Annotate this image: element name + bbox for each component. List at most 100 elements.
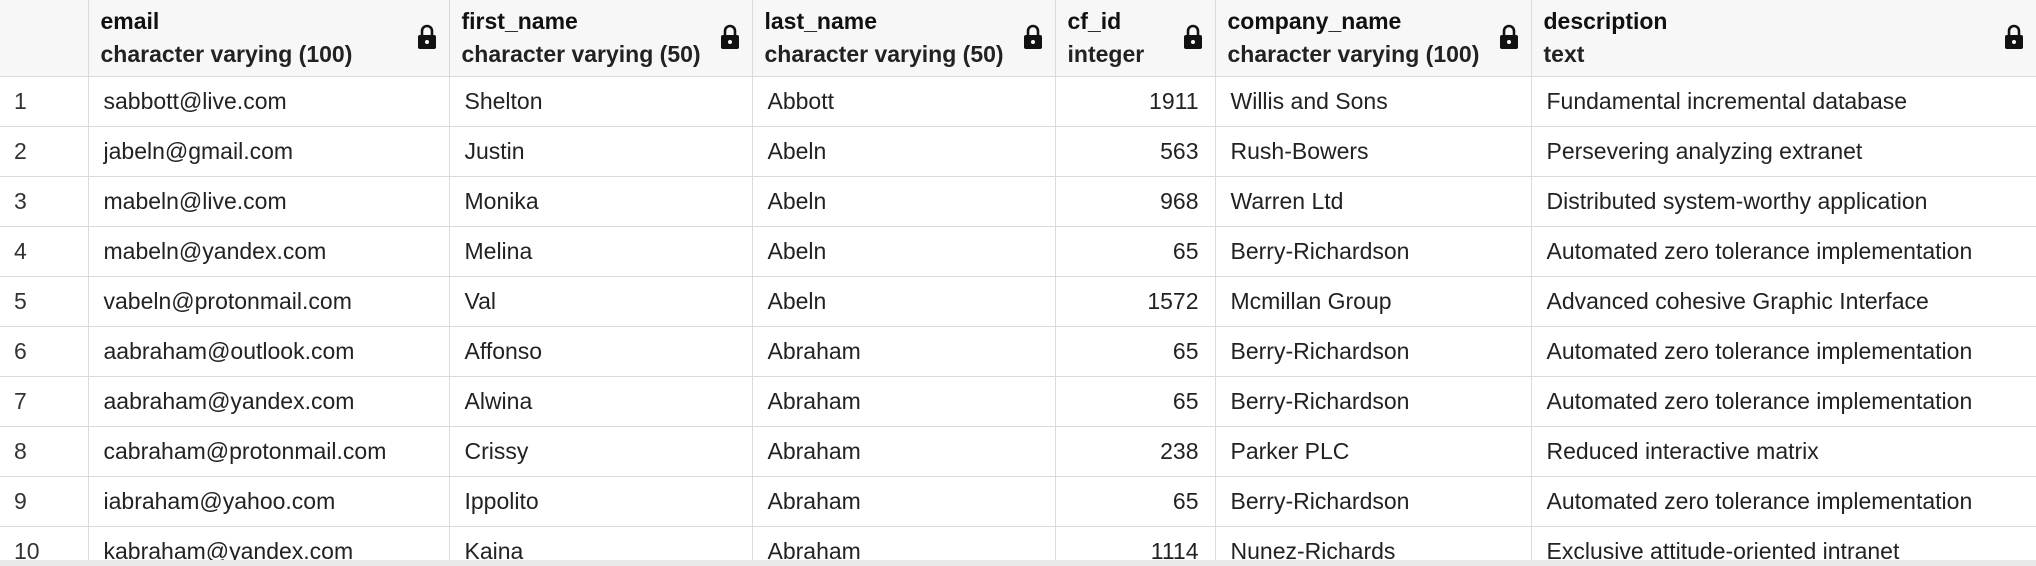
cell-description[interactable]: Distributed system-worthy application [1530,176,2036,227]
column-type: text [1543,41,1585,67]
cell-email[interactable]: kabraham@yandex.com [87,526,450,560]
row-number: 9 [0,476,89,527]
cell-email[interactable]: mabeln@yandex.com [87,226,450,277]
row-number: 2 [0,126,89,177]
column-type: character varying (50) [461,41,701,67]
cell-first-name[interactable]: Monika [448,176,753,227]
cell-email[interactable]: aabraham@outlook.com [87,326,450,377]
cell-first-name[interactable]: Alwina [448,376,753,427]
cell-first-name[interactable]: Val [448,276,753,327]
row-number: 5 [0,276,89,327]
table-body: 1 sabbott@live.com Shelton Abbott 1911 Willis… [0,76,2036,560]
lock-icon [1183,24,1202,49]
cell-description[interactable]: Reduced interactive matrix [1530,426,2036,477]
lock-icon [1023,24,1042,49]
lock-icon [417,24,436,49]
cell-cf-id[interactable]: 65 [1054,226,1216,277]
cell-company-name[interactable]: Nunez-Richards [1214,526,1532,560]
column-name: last_name [764,8,878,34]
cell-company-name[interactable]: Warren Ltd [1214,176,1532,227]
cell-cf-id[interactable]: 65 [1054,326,1216,377]
cell-company-name[interactable]: Rush-Bowers [1214,126,1532,177]
cell-company-name[interactable]: Parker PLC [1214,426,1532,477]
cell-email[interactable]: iabraham@yahoo.com [87,476,450,527]
cell-cf-id[interactable]: 1911 [1054,76,1216,127]
table-row[interactable]: 2 jabeln@gmail.com Justin Abeln 563 Rush-Bowe… [0,126,2036,177]
column-header-company-name[interactable]: company_name character varying (100) [1214,0,1532,77]
row-number: 3 [0,176,89,227]
table-row[interactable]: 9 iabraham@yahoo.com Ippolito Abraham 65 Berr… [0,476,2036,527]
cell-last-name[interactable]: Abeln [751,226,1056,277]
cell-last-name[interactable]: Abraham [751,326,1056,377]
cell-description[interactable]: Automated zero tolerance implementation [1530,326,2036,377]
column-header-last-name[interactable]: last_name character varying (50) [751,0,1056,77]
cell-description[interactable]: Exclusive attitude-oriented intranet [1530,526,2036,560]
cell-company-name[interactable]: Berry-Richardson [1214,326,1532,377]
cell-company-name[interactable]: Berry-Richardson [1214,226,1532,277]
table-row[interactable]: 1 sabbott@live.com Shelton Abbott 1911 Willis… [0,76,2036,127]
column-header-first-name[interactable]: first_name character varying (50) [448,0,753,77]
cell-last-name[interactable]: Abeln [751,126,1056,177]
lock-icon [720,24,739,49]
cell-cf-id[interactable]: 563 [1054,126,1216,177]
cell-email[interactable]: vabeln@protonmail.com [87,276,450,327]
cell-description[interactable]: Persevering analyzing extranet [1530,126,2036,177]
table-row[interactable]: 4 mabeln@yandex.com Melina Abeln 65 Berry-Ric… [0,226,2036,277]
cell-first-name[interactable]: Kaina [448,526,753,560]
column-name: description [1543,8,1668,34]
table-row[interactable]: 7 aabraham@yandex.com Alwina Abraham 65 Berry… [0,376,2036,427]
cell-company-name[interactable]: Berry-Richardson [1214,376,1532,427]
table-row[interactable]: 3 mabeln@live.com Monika Abeln 968 Warren Ltd… [0,176,2036,227]
cell-first-name[interactable]: Shelton [448,76,753,127]
cell-company-name[interactable]: Berry-Richardson [1214,476,1532,527]
cell-first-name[interactable]: Affonso [448,326,753,377]
cell-first-name[interactable]: Justin [448,126,753,177]
cell-cf-id[interactable]: 65 [1054,376,1216,427]
column-name: company_name [1227,8,1402,34]
cell-last-name[interactable]: Abeln [751,276,1056,327]
cell-last-name[interactable]: Abraham [751,476,1056,527]
cell-description[interactable]: Automated zero tolerance implementation [1530,476,2036,527]
lock-icon [2005,24,2023,49]
cell-email[interactable]: sabbott@live.com [87,76,450,127]
column-header-cf-id[interactable]: cf_id integer [1054,0,1216,77]
cell-first-name[interactable]: Crissy [448,426,753,477]
cell-description[interactable]: Automated zero tolerance implementation [1530,376,2036,427]
cell-cf-id[interactable]: 968 [1054,176,1216,227]
cell-company-name[interactable]: Mcmillan Group [1214,276,1532,327]
cell-cf-id[interactable]: 1572 [1054,276,1216,327]
table-row[interactable]: 6 aabraham@outlook.com Affonso Abraham 65 Ber… [0,326,2036,377]
cell-email[interactable]: jabeln@gmail.com [87,126,450,177]
cell-email[interactable]: cabraham@protonmail.com [87,426,450,477]
cell-last-name[interactable]: Abraham [751,426,1056,477]
table-row[interactable]: 8 cabraham@protonmail.com Crissy Abraham 238… [0,426,2036,477]
cell-description[interactable]: Advanced cohesive Graphic Interface [1530,276,2036,327]
cell-first-name[interactable]: Melina [448,226,753,277]
cell-email[interactable]: aabraham@yandex.com [87,376,450,427]
cell-company-name[interactable]: Willis and Sons [1214,76,1532,127]
cell-cf-id[interactable]: 238 [1054,426,1216,477]
cell-last-name[interactable]: Abeln [751,176,1056,227]
row-number-header [0,0,89,77]
column-type: character varying (100) [1227,41,1480,67]
cell-description[interactable]: Automated zero tolerance implementation [1530,226,2036,277]
cell-email[interactable]: mabeln@live.com [87,176,450,227]
lock-icon [1499,24,1518,49]
column-header-email[interactable]: email character varying (100) [87,0,450,77]
table-row[interactable]: 10 kabraham@yandex.com Kaina Abraham 1114 Nun… [0,526,2036,560]
cell-last-name[interactable]: Abbott [751,76,1056,127]
row-number: 4 [0,226,89,277]
cell-first-name[interactable]: Ippolito [448,476,753,527]
column-name: email [100,8,160,34]
cell-cf-id[interactable]: 1114 [1054,526,1216,560]
cell-last-name[interactable]: Abraham [751,526,1056,560]
column-header-description[interactable]: description text [1530,0,2036,77]
cell-cf-id[interactable]: 65 [1054,476,1216,527]
column-name: first_name [461,8,578,34]
table-row[interactable]: 5 vabeln@protonmail.com Val Abeln 1572 Mcmill… [0,276,2036,327]
cell-description[interactable]: Fundamental incremental database [1530,76,2036,127]
cell-last-name[interactable]: Abraham [751,376,1056,427]
column-type: integer [1067,41,1145,67]
row-number: 7 [0,376,89,427]
